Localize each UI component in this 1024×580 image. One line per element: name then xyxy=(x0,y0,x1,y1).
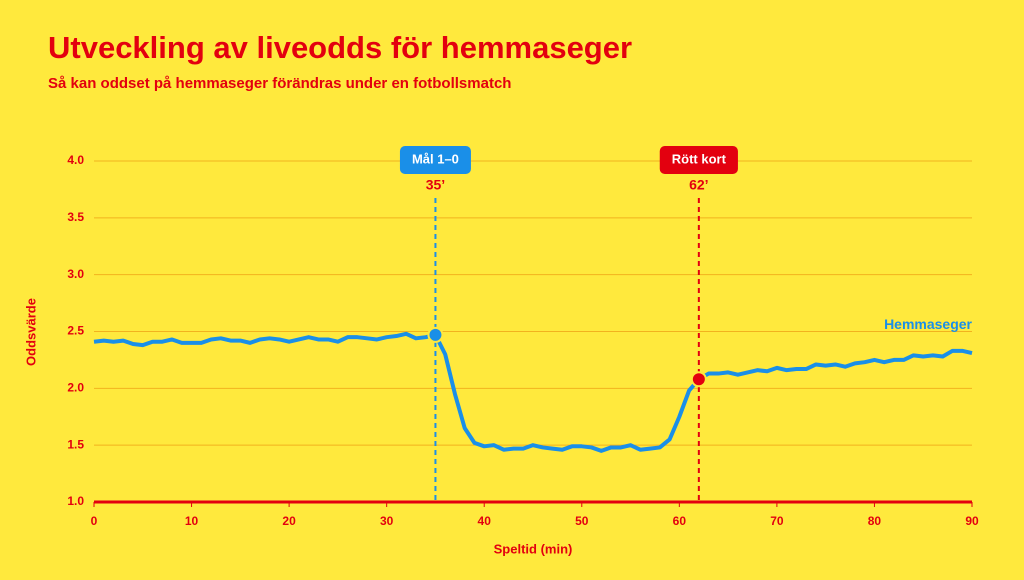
y-tick-label: 1.0 xyxy=(67,494,84,508)
x-tick-label: 0 xyxy=(91,514,98,528)
event-marker xyxy=(427,326,444,343)
y-tick-label: 1.5 xyxy=(67,437,84,451)
x-tick-label: 30 xyxy=(380,514,394,528)
x-tick-label: 10 xyxy=(185,514,199,528)
y-tick-label: 2.0 xyxy=(67,381,84,395)
x-tick-label: 40 xyxy=(478,514,492,528)
x-tick-label: 90 xyxy=(965,514,979,528)
y-tick-label: 3.0 xyxy=(67,267,84,281)
series-label: Hemmaseger xyxy=(884,316,972,332)
y-tick-label: 3.5 xyxy=(67,210,84,224)
y-tick-label: 4.0 xyxy=(67,153,84,167)
x-tick-label: 80 xyxy=(868,514,882,528)
annotation-time: 62’ xyxy=(689,177,708,193)
x-tick-label: 50 xyxy=(575,514,589,528)
annotation-label: Mål 1–0 xyxy=(412,151,459,166)
event-marker xyxy=(690,371,707,388)
x-axis-label: Speltid (min) xyxy=(494,541,573,556)
annotation-time: 35’ xyxy=(426,177,445,193)
y-axis-label: Oddsvärde xyxy=(23,298,38,366)
annotation-box xyxy=(659,146,738,174)
x-tick-label: 60 xyxy=(673,514,687,528)
x-tick-label: 20 xyxy=(282,514,296,528)
chart-subtitle: Så kan oddset på hemmaseger förändras un… xyxy=(48,75,511,92)
annotation-box xyxy=(399,146,471,174)
chart-title: Utveckling av liveodds för hemmaseger xyxy=(48,30,632,65)
x-tick-label: 70 xyxy=(770,514,784,528)
data-line xyxy=(93,331,973,453)
y-tick-label: 2.5 xyxy=(67,324,84,338)
annotation-label: Rött kort xyxy=(672,151,727,166)
